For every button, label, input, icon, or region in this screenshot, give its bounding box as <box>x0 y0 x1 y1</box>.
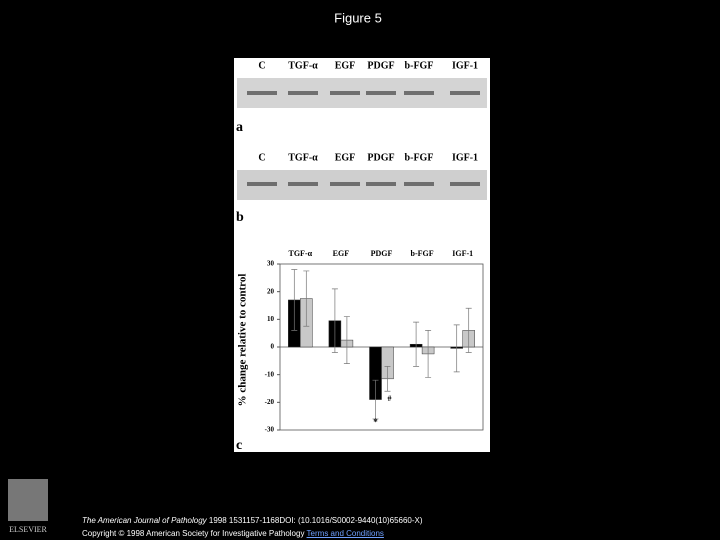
band <box>366 91 396 95</box>
slide-title: Figure 5 <box>334 10 382 25</box>
y-tick-label: -20 <box>265 398 275 406</box>
publisher: ELSEVIER <box>9 525 47 534</box>
y-tick-label: 20 <box>267 287 275 295</box>
x-tick-label: PDGF <box>371 249 393 258</box>
panel-label: b <box>236 210 244 225</box>
error-bar <box>465 307 472 353</box>
band <box>247 182 277 186</box>
lane-label: TGF-α <box>288 152 318 163</box>
band <box>366 182 396 186</box>
lane-label: IGF-1 <box>452 152 478 163</box>
error-bar <box>303 270 310 327</box>
journal: The American Journal of Pathology <box>82 516 207 525</box>
y-tick-label: -10 <box>265 370 275 378</box>
band <box>288 182 318 186</box>
lane-label: PDGF <box>367 152 394 163</box>
y-tick-label: 0 <box>271 343 275 351</box>
lane-label: EGF <box>335 60 356 71</box>
copyright-line: Copyright © 1998 American Society for In… <box>82 527 423 540</box>
lane-label: C <box>258 60 265 71</box>
publisher-logo: ELSEVIER <box>8 479 48 534</box>
x-tick-label: EGF <box>333 249 350 258</box>
lane-label: PDGF <box>367 60 394 71</box>
band <box>450 182 480 186</box>
citation: 1998 1531157-1168DOI: (10.1016/S0002-944… <box>206 516 423 525</box>
annotation: # <box>388 394 392 403</box>
band <box>330 91 360 95</box>
band <box>450 91 480 95</box>
figure <box>234 58 490 452</box>
y-axis-label: % change relative to control <box>237 274 249 407</box>
x-tick-label: b-FGF <box>411 249 434 258</box>
x-tick-label: TGF-α <box>289 249 313 258</box>
lane-label: b-FGF <box>405 152 434 163</box>
panel-label: c <box>236 438 242 453</box>
error-bar <box>291 269 298 331</box>
y-tick-label: 10 <box>267 315 275 323</box>
lane-label: IGF-1 <box>452 60 478 71</box>
lane-label: b-FGF <box>405 60 434 71</box>
error-bar <box>413 321 420 367</box>
band <box>288 91 318 95</box>
gel-bands <box>247 91 480 186</box>
error-bar <box>331 288 338 353</box>
error-bar <box>384 366 391 392</box>
terms-link[interactable]: Terms and Conditions <box>306 529 384 538</box>
annotation: * <box>373 417 378 427</box>
band <box>404 182 434 186</box>
gel-b <box>237 170 487 200</box>
x-tick-label: IGF-1 <box>452 249 473 258</box>
error-bar <box>372 379 379 420</box>
lane-label: C <box>258 152 265 163</box>
y-tick-label: -30 <box>265 426 275 434</box>
citation-line: The American Journal of Pathology 1998 1… <box>82 514 423 527</box>
y-tick-label: 30 <box>267 260 275 268</box>
copyright: Copyright © 1998 American Society for In… <box>82 529 305 538</box>
error-bar <box>453 324 460 373</box>
band <box>247 91 277 95</box>
lane-label: TGF-α <box>288 60 318 71</box>
lane-label: EGF <box>335 152 356 163</box>
band <box>330 182 360 186</box>
gel-a <box>237 78 487 108</box>
footer: The American Journal of Pathology 1998 1… <box>82 514 423 540</box>
band <box>404 91 434 95</box>
error-bar <box>425 330 432 378</box>
error-bar <box>343 316 350 364</box>
panel-label: a <box>236 120 243 135</box>
